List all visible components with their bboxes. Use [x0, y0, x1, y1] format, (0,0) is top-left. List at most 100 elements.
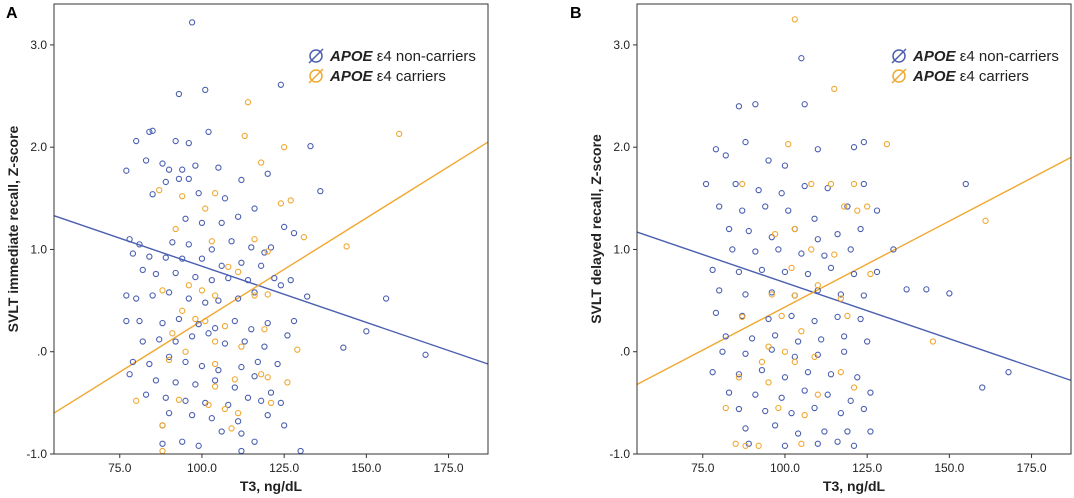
data-point-non-carriers: [297, 447, 304, 455]
data-point-non-carriers: [860, 180, 868, 188]
data-point-non-carriers: [864, 338, 871, 345]
panel-b-y-axis-title: SVLT delayed recall, Z-score: [588, 134, 604, 324]
data-point-non-carriers: [307, 143, 314, 150]
data-point-carriers: [788, 264, 795, 272]
panel-b-chart: B 75.0 100.0 125.0 150.0 175.0 -1.0 .0 1.0 2.0 3…: [570, 3, 1072, 494]
data-point-non-carriers: [192, 381, 199, 388]
x-tick-label: 100.0: [187, 461, 217, 475]
data-point-non-carriers: [179, 255, 186, 262]
data-point-non-carriers: [290, 229, 298, 237]
data-point-non-carriers: [811, 404, 818, 412]
data-point-non-carriers: [804, 369, 812, 376]
data-point-non-carriers: [257, 397, 265, 404]
data-point-carriers: [814, 391, 821, 398]
data-point-non-carriers: [248, 244, 255, 251]
panel-a-chart: A 75.0 100.0 125.0 150.0 175.0 -1.0 .0 1.0 2.0 3…: [5, 3, 489, 494]
data-point-carriers: [202, 317, 209, 325]
data-point-non-carriers: [722, 152, 729, 159]
data-point-carriers: [791, 16, 798, 23]
data-point-non-carriers: [238, 259, 245, 266]
data-point-non-carriers: [962, 180, 969, 188]
data-point-non-carriers: [850, 270, 858, 278]
data-point-carriers: [765, 343, 772, 350]
data-point-carriers: [192, 315, 199, 323]
legend-line-carriers: [891, 68, 907, 84]
data-point-non-carriers: [873, 207, 881, 214]
data-point-carriers: [257, 159, 265, 166]
data-point-non-carriers: [281, 223, 288, 231]
data-point-non-carriers: [192, 162, 199, 169]
data-point-non-carriers: [251, 373, 258, 380]
data-point-non-carriers: [142, 157, 150, 164]
data-point-non-carriers: [198, 362, 206, 370]
data-point-non-carriers: [175, 315, 183, 323]
data-point-non-carriers: [824, 184, 831, 192]
data-point-non-carriers: [814, 440, 821, 447]
data-point-carriers: [211, 292, 219, 299]
data-point-carriers: [284, 379, 291, 386]
data-point-non-carriers: [234, 213, 242, 220]
data-point-non-carriers: [149, 127, 156, 134]
data-point-carriers: [811, 353, 818, 360]
data-point-non-carriers: [382, 295, 390, 302]
data-point-non-carriers: [712, 146, 720, 153]
legend-item-non-carriers: APOE ε4 non-carriers: [891, 48, 1059, 65]
data-point-non-carriers: [225, 401, 232, 409]
panel-b-frame: [636, 3, 1072, 455]
data-point-non-carriers: [702, 180, 710, 188]
data-point-non-carriers: [768, 346, 775, 353]
data-point-carriers: [228, 425, 235, 432]
data-point-non-carriers: [860, 405, 868, 413]
data-point-non-carriers: [758, 266, 766, 274]
data-point-non-carriers: [821, 252, 828, 259]
data-point-non-carriers: [159, 440, 166, 447]
data-point-carriers: [156, 186, 163, 194]
data-point-non-carriers: [742, 350, 749, 357]
data-point-non-carriers: [126, 371, 133, 378]
data-point-non-carriers: [182, 397, 189, 404]
data-point-non-carriers: [860, 292, 868, 299]
data-point-carriers: [267, 399, 275, 407]
data-point-carriers: [182, 348, 189, 355]
data-point-non-carriers: [188, 333, 196, 340]
data-point-carriers: [831, 85, 838, 93]
data-point-carriers: [241, 132, 248, 140]
data-point-non-carriers: [781, 374, 789, 381]
data-point-carriers: [211, 190, 219, 197]
data-point-non-carriers: [211, 377, 219, 384]
data-point-carriers: [742, 442, 749, 449]
fit-line-non-carriers: [53, 215, 489, 365]
data-point-non-carriers: [778, 394, 785, 401]
data-point-carriers: [840, 203, 848, 210]
data-point-non-carriers: [244, 394, 252, 401]
data-point-non-carriers: [758, 366, 766, 374]
data-point-non-carriers: [781, 162, 789, 169]
y-tick-label: .0: [620, 345, 630, 359]
data-point-carriers: [831, 251, 838, 258]
data-point-carriers: [929, 338, 937, 345]
data-point-carriers: [808, 246, 815, 253]
data-point-non-carriers: [768, 289, 775, 296]
data-point-non-carriers: [195, 190, 202, 197]
data-point-non-carriers: [788, 409, 795, 417]
data-point-non-carriers: [742, 138, 749, 146]
data-point-non-carriers: [133, 137, 140, 145]
data-point-non-carriers: [979, 384, 986, 391]
data-point-carriers: [982, 217, 989, 224]
data-point-carriers: [791, 225, 798, 233]
data-point-non-carriers: [755, 186, 762, 194]
data-point-non-carriers: [208, 246, 215, 253]
data-point-non-carriers: [188, 411, 196, 419]
data-point-non-carriers: [794, 338, 802, 345]
data-point-non-carriers: [801, 101, 808, 108]
x-tick-label: 75.0: [108, 461, 132, 475]
data-point-carriers: [221, 323, 229, 330]
data-point-non-carriers: [719, 348, 726, 355]
data-point-non-carriers: [781, 442, 789, 449]
panel-a-legend: APOE ε4 non-carriers APOE ε4 carriers: [308, 48, 476, 85]
data-point-non-carriers: [857, 225, 864, 233]
data-point-carriers: [264, 374, 271, 381]
data-point-non-carriers: [860, 138, 868, 146]
data-point-non-carriers: [215, 164, 222, 171]
data-point-carriers: [179, 307, 186, 314]
